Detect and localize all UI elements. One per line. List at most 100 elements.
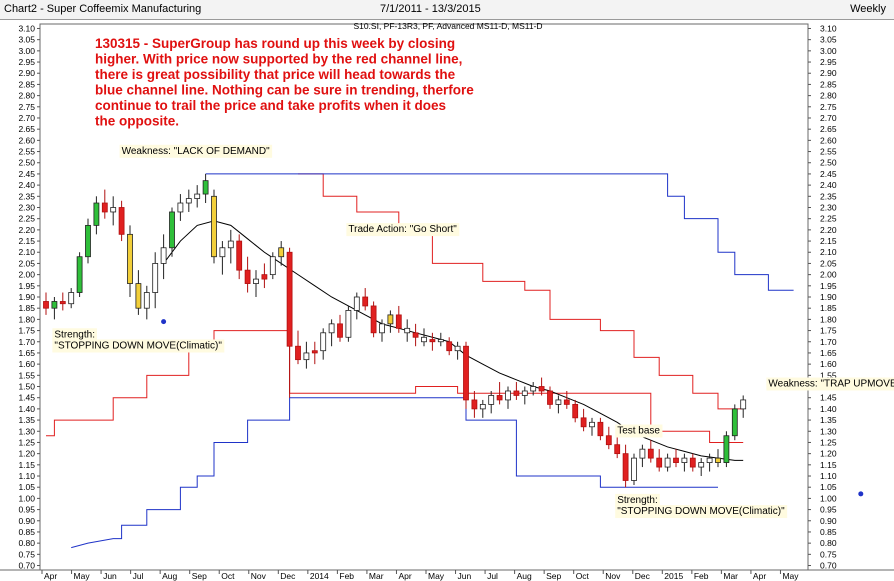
candle-body (185, 198, 192, 204)
y-tick-label-left: 2.80 (18, 91, 35, 101)
candle-body (227, 240, 234, 249)
window-titlebar: Chart2 - Super Coffeemix Manufacturing 7… (0, 0, 894, 20)
annotation-label: Trade Action: "Go Short" (348, 224, 457, 235)
candle-body (278, 247, 285, 258)
candle-body (488, 395, 495, 405)
candle-body (269, 256, 276, 276)
candle-body (572, 404, 579, 419)
y-tick-label-left: 2.10 (18, 247, 35, 257)
annotation-bg (346, 223, 460, 237)
candle-body (521, 390, 528, 396)
y-tick-label-right: 1.45 (820, 393, 837, 403)
candle-body (412, 332, 419, 338)
x-tick-label: Mar (723, 571, 738, 581)
y-tick-label-right: 2.30 (820, 202, 837, 212)
x-tick-label: May (428, 571, 445, 581)
candle-body (337, 323, 343, 338)
y-tick-label-right: 0.70 (820, 561, 837, 571)
y-tick-label-right: 2.00 (820, 270, 837, 280)
y-tick-label-right: 1.20 (820, 449, 837, 459)
series-red-channel-upper (298, 173, 744, 410)
annotation-label: Strength: (617, 495, 658, 506)
candle-body (471, 399, 478, 410)
candle-body (622, 453, 629, 481)
y-tick-label-left: 2.20 (18, 225, 35, 235)
x-tick-label: Apr (44, 571, 57, 581)
candle-body (530, 386, 537, 392)
y-tick-label-left: 2.00 (18, 270, 35, 280)
y-tick-label-right: 1.10 (820, 471, 837, 481)
y-tick-label-left: 1.80 (18, 314, 35, 324)
y-tick-label-left: 2.90 (18, 68, 35, 78)
series-blue-channel-upper (205, 173, 794, 291)
y-tick-label-right: 3.00 (820, 46, 837, 56)
y-tick-label-right: 2.20 (820, 225, 837, 235)
x-tick-label: 2014 (310, 571, 329, 581)
y-tick-label-right: 2.75 (820, 102, 837, 112)
annotation-label: "STOPPING DOWN MOVE(Climatic)" (617, 506, 785, 517)
y-tick-label-left: 2.30 (18, 202, 35, 212)
candle-body (362, 296, 369, 307)
y-tick-label-left: 3.10 (18, 23, 35, 33)
y-tick-label-left: 2.60 (18, 135, 35, 145)
y-tick-label-left: 2.65 (18, 124, 35, 134)
candle-body (505, 390, 511, 401)
y-tick-label-left: 1.25 (18, 437, 35, 447)
candle-body (496, 395, 503, 401)
x-tick-label: Jul (487, 571, 498, 581)
y-tick-label-right: 1.65 (820, 348, 837, 358)
y-tick-label-left: 2.15 (18, 236, 35, 246)
y-tick-label-right: 1.00 (820, 493, 837, 503)
candle-body (152, 263, 159, 293)
annotation-label: Strength: (54, 329, 95, 340)
x-tick-label: Apr (753, 571, 766, 581)
candle-body (446, 341, 453, 352)
candle-body (127, 233, 133, 284)
y-tick-label-right: 1.55 (820, 370, 837, 380)
candle-body (303, 352, 310, 361)
y-tick-label-right: 2.40 (820, 180, 837, 190)
x-tick-label: Sep (546, 571, 561, 581)
x-tick-label: Nov (605, 571, 621, 581)
y-tick-label-left: 0.85 (18, 527, 35, 537)
candle-body (580, 417, 587, 428)
y-tick-label-left: 1.55 (18, 370, 35, 380)
candle-body (689, 457, 696, 468)
y-tick-label-right: 1.80 (820, 314, 837, 324)
y-tick-label-left: 1.45 (18, 393, 35, 403)
annotation-bg (52, 339, 225, 353)
y-tick-label-right: 3.10 (820, 23, 837, 33)
candle-body (639, 448, 646, 459)
x-tick-label: Jun (103, 571, 117, 581)
y-tick-label-left: 1.15 (18, 460, 35, 470)
candle-body (261, 274, 268, 280)
y-tick-label-right: 0.80 (820, 538, 837, 548)
y-tick-label-right: 2.45 (820, 169, 837, 179)
window-title: Chart2 - Super Coffeemix Manufacturing (4, 3, 202, 15)
candle-body (93, 202, 100, 226)
date-range: 7/1/2011 - 13/3/2015 (380, 3, 481, 15)
candle-body (143, 292, 150, 309)
y-tick-label-left: 1.50 (18, 382, 35, 392)
commentary-line: higher. With price now supported by the … (95, 52, 462, 67)
y-tick-label-right: 2.90 (820, 68, 837, 78)
x-tick-label: Apr (398, 571, 411, 581)
x-tick-label: May (74, 571, 91, 581)
series-red-channel (46, 330, 744, 443)
series-blue-channel (71, 397, 718, 549)
candle-body (538, 386, 545, 392)
x-tick-label: Dec (635, 571, 651, 581)
period-label[interactable]: Weekly (850, 3, 886, 15)
annotation-bg (52, 328, 97, 342)
y-tick-label-left: 1.30 (18, 426, 35, 436)
y-tick-label-left: 0.95 (18, 505, 35, 515)
candle-body (605, 435, 612, 446)
x-tick-label: Dec (280, 571, 296, 581)
candle-body (698, 462, 705, 468)
candle-body (169, 211, 175, 249)
y-tick-label-right: 0.75 (820, 549, 837, 559)
candle-body (673, 457, 679, 463)
y-tick-label-right: 0.85 (820, 527, 837, 537)
y-tick-label-right: 2.35 (820, 191, 837, 201)
